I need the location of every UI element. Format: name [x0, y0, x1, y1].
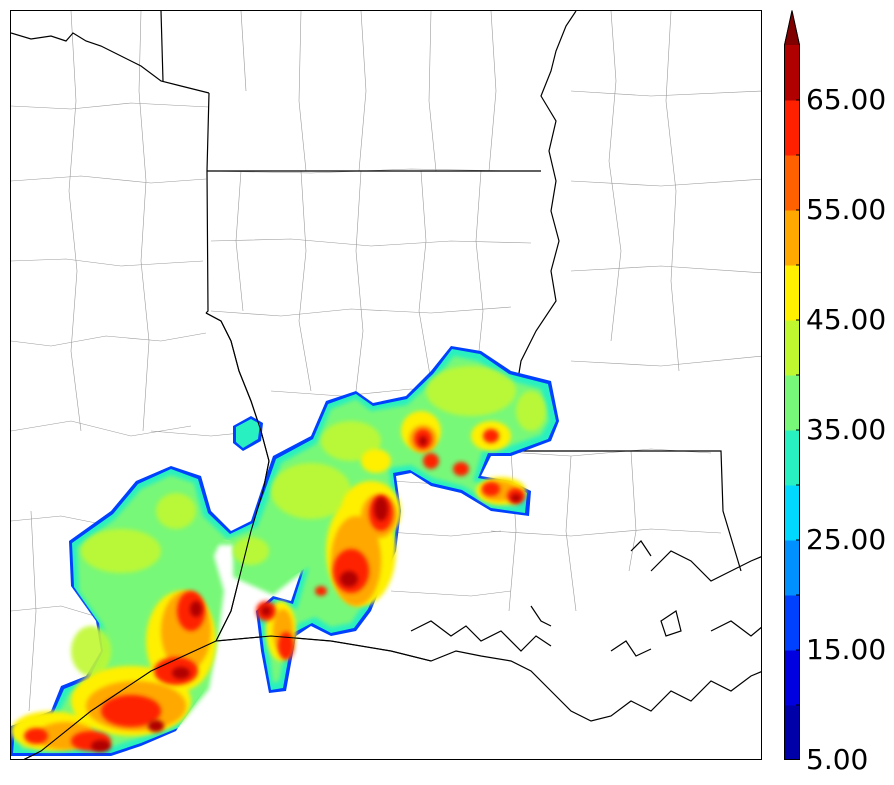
- colorbar-segment: [784, 705, 800, 760]
- map-canvas: [11, 11, 761, 759]
- radar-map: [10, 10, 762, 760]
- colorbar: [784, 10, 800, 760]
- overlay-borders: [23, 312, 432, 759]
- colorbar-segment: [784, 155, 800, 211]
- colorbar-segment: [784, 650, 800, 706]
- colorbar-label: 15.00: [806, 633, 887, 666]
- colorbar-extend-arrow: [784, 10, 800, 45]
- colorbar-segment: [784, 430, 800, 486]
- colorbar-outline: [784, 10, 800, 760]
- colorbar-label: 65.00: [806, 83, 887, 116]
- colorbar-segment: [784, 595, 800, 651]
- colorbar-segment: [784, 210, 800, 266]
- colorbar-label: 5.00: [806, 743, 869, 776]
- colorbar-label: 55.00: [806, 193, 887, 226]
- colorbar-label: 35.00: [806, 413, 887, 446]
- colorbar-segment: [784, 265, 800, 321]
- colorbar-label: 45.00: [806, 303, 887, 336]
- colorbar-segment: [784, 540, 800, 596]
- colorbar-segment: [784, 100, 800, 156]
- colorbar-segment: [784, 375, 800, 431]
- colorbar-segment: [784, 320, 800, 376]
- colorbar-segment: [784, 485, 800, 541]
- colorbar-label: 25.00: [806, 523, 887, 556]
- colorbar-segment: [784, 45, 800, 101]
- precipitation-field: [11, 346, 559, 756]
- county-borders: [11, 11, 761, 712]
